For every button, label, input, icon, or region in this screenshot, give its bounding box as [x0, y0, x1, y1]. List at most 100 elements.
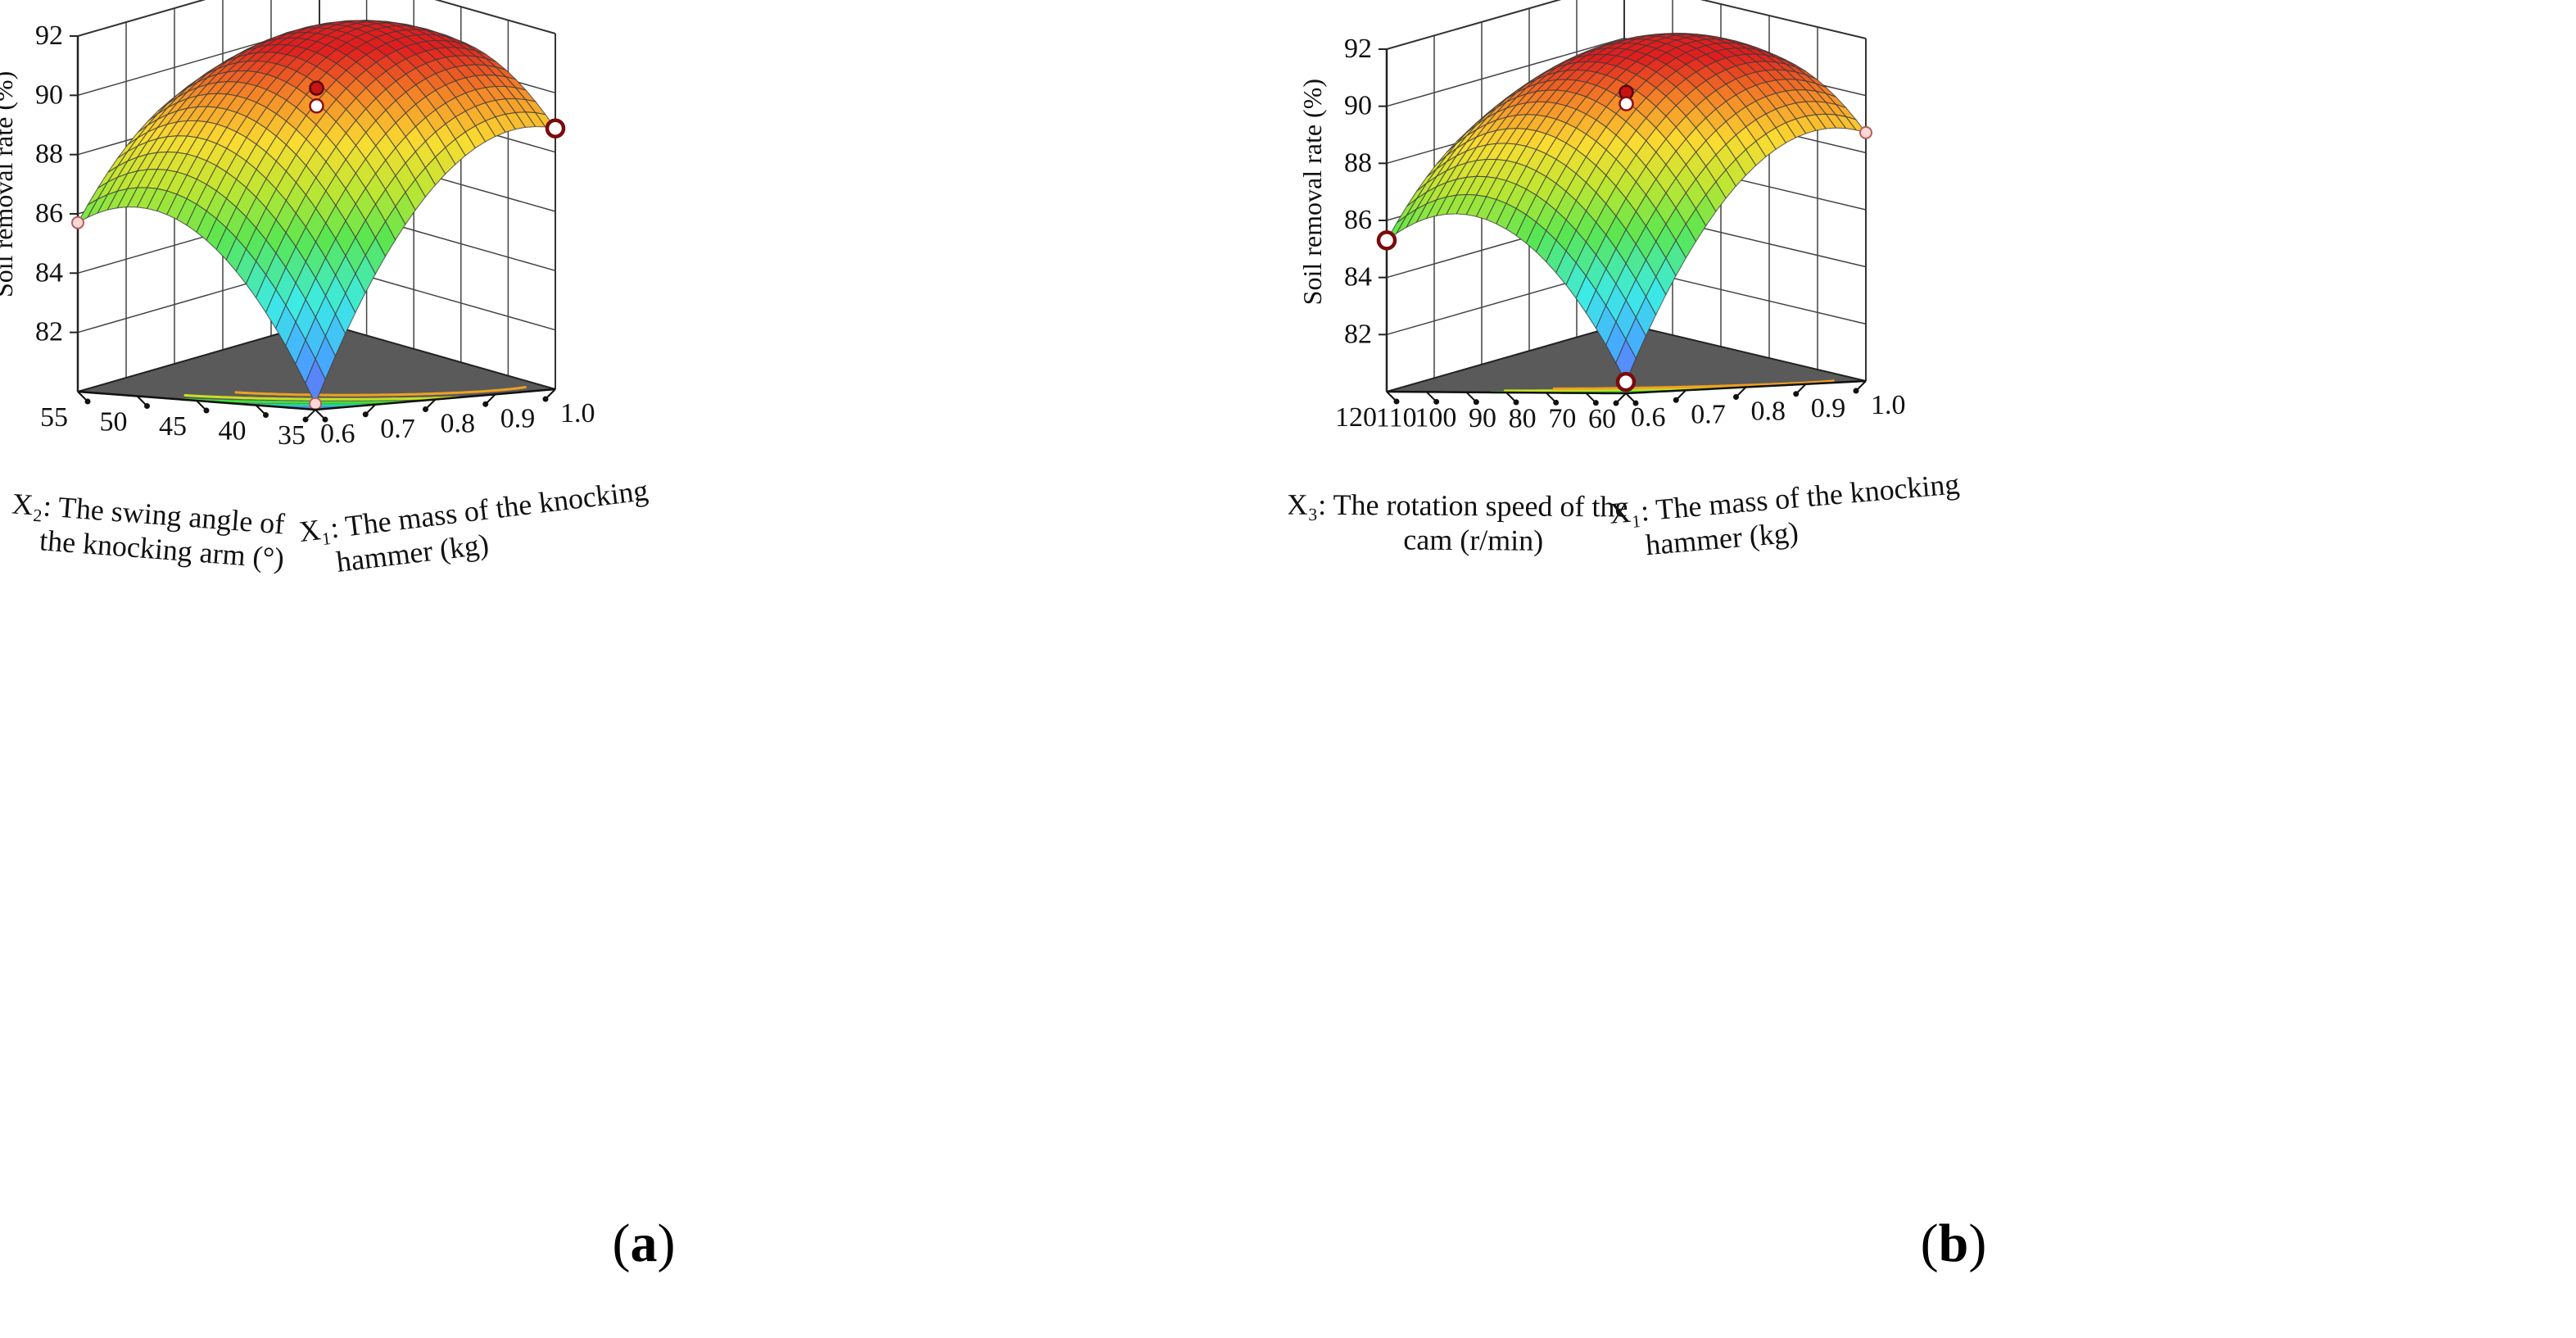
x1-tick-dot — [302, 416, 309, 423]
z-tick-label: 90 — [1344, 91, 1372, 121]
x2-tick-label: 70 — [1548, 404, 1576, 434]
x1-tick-label: 0.9 — [500, 403, 536, 433]
x1-tick-label: 0.7 — [380, 414, 415, 444]
floor-contour-line — [1552, 379, 1835, 390]
x2-tick-dot — [144, 403, 150, 409]
x1-tick-label: 0.6 — [320, 419, 355, 449]
x1-tick-label: 0.8 — [441, 409, 476, 439]
design-point-marker — [1615, 371, 1637, 392]
x2-tick-label: 60 — [1588, 404, 1616, 434]
x2-tick-label: 110 — [1376, 402, 1417, 433]
design-point-marker — [71, 215, 84, 229]
z-tick-label: 92 — [35, 20, 63, 51]
x2-tick-mark — [136, 395, 147, 406]
wall-top-edge — [1386, 0, 1867, 50]
x1-tick-label: 0.7 — [1691, 399, 1726, 429]
x2-tick-dot — [263, 412, 269, 418]
x1-tick-dot — [1853, 388, 1859, 394]
x2-tick-dot — [322, 416, 328, 423]
z-tick-label: 88 — [1344, 147, 1372, 178]
chart-panel-a: 92 90 88 86 84 82 Soil removal rate (%) 0.6 0.7 0… — [0, 0, 676, 1273]
surface-plot-b: 92 90 88 86 84 82 Soil removal rate (%) 0.6 0.7 0… — [1288, 0, 1961, 561]
x2-tick-dot — [1592, 400, 1599, 406]
design-point-marker — [1376, 230, 1397, 251]
x1-tick-dot — [482, 401, 489, 407]
panel-label-a: a — [630, 1213, 658, 1273]
floor-contour-line — [183, 393, 460, 401]
panel-caption-a: (a) — [612, 1213, 676, 1273]
z-tick-label: 86 — [1344, 205, 1372, 235]
x2-tick-dot — [203, 407, 210, 414]
z-tick-label: 84 — [1344, 262, 1372, 293]
x2-tick-mark — [77, 391, 87, 401]
x2-axis-title-line1: X₃: The rotation speed of the — [1288, 488, 1628, 524]
z-tick-label: 88 — [35, 139, 63, 170]
x2-tick-mark — [1465, 391, 1476, 401]
x1-tick-label: 0.9 — [1811, 393, 1846, 424]
x2-tick-dot — [84, 398, 91, 405]
wall-top-edge — [77, 0, 556, 37]
surface-plot-a: 92 90 88 86 84 82 Soil removal rate (%) 0.6 0.7 0… — [0, 0, 650, 578]
x2-tick-label: 50 — [100, 407, 128, 438]
x2-tick-mark — [1386, 391, 1396, 401]
design-point-marker — [309, 397, 322, 410]
z-tick-label: 84 — [35, 257, 63, 288]
x2-tick-label: 35 — [278, 420, 306, 451]
x1-tick-dot — [1793, 391, 1800, 397]
design-point-marker — [1859, 125, 1872, 139]
x2-tick-dot — [1553, 399, 1560, 406]
z-tick-label: 92 — [1344, 34, 1372, 64]
design-point-marker — [545, 118, 566, 138]
design-point-marker — [309, 80, 324, 96]
panel-label-b: b — [1938, 1213, 1969, 1273]
x2-tick-dot — [1393, 398, 1400, 405]
x1-tick-label: 0.8 — [1751, 397, 1786, 427]
z-tick-label: 86 — [35, 198, 63, 229]
x2-tick-mark — [315, 409, 324, 419]
x2-tick-mark — [1505, 392, 1515, 401]
x1-tick-mark — [1857, 380, 1867, 390]
x2-tick-mark — [1625, 392, 1635, 402]
x2-tick-dot — [1473, 399, 1479, 406]
surface-patch — [305, 357, 326, 406]
x2-tick-label: 40 — [219, 416, 247, 447]
x1-tick-label: 0.6 — [1631, 402, 1666, 433]
x2-tick-label: 80 — [1509, 403, 1537, 433]
response-surface — [1386, 33, 1867, 383]
z-tick-label: 90 — [35, 79, 63, 110]
x2-tick-mark — [1545, 392, 1555, 402]
x2-tick-dot — [1433, 398, 1440, 405]
design-point-marker — [1618, 96, 1634, 111]
z-tick-label: 82 — [1344, 319, 1372, 349]
x1-tick-mark — [1617, 392, 1627, 402]
z-tick-label: 82 — [35, 317, 63, 347]
x2-tick-label: 45 — [159, 411, 187, 442]
x2-axis-title-line2: cam (r/min) — [1403, 524, 1543, 557]
x2-tick-label: 55 — [40, 402, 68, 433]
x1-tick-dot — [362, 411, 369, 418]
panel-caption-b: (b) — [1920, 1213, 1987, 1273]
x2-tick-label: 90 — [1469, 403, 1496, 433]
x1-tick-dot — [423, 406, 428, 412]
x2-tick-mark — [196, 400, 206, 410]
x2-tick-label: 100 — [1415, 403, 1456, 433]
x1-tick-mark — [546, 388, 556, 398]
response-surface — [76, 20, 557, 406]
floor-contour-line — [234, 385, 527, 397]
x2-tick-mark — [1585, 392, 1596, 402]
z-axis-label: Soil removal rate (%) — [0, 71, 18, 297]
design-point-marker — [309, 98, 324, 114]
x2-tick-dot — [1632, 400, 1639, 406]
x1-tick-mark — [426, 398, 437, 409]
x1-tick-dot — [1733, 394, 1739, 400]
x1-tick-mark — [306, 409, 316, 419]
x1-tick-mark — [1736, 386, 1747, 397]
surface-patch — [1615, 338, 1637, 383]
x2-tick-dot — [1513, 399, 1519, 406]
z-axis-label: Soil removal rate (%) — [1297, 79, 1327, 305]
x1-tick-mark — [366, 404, 376, 414]
